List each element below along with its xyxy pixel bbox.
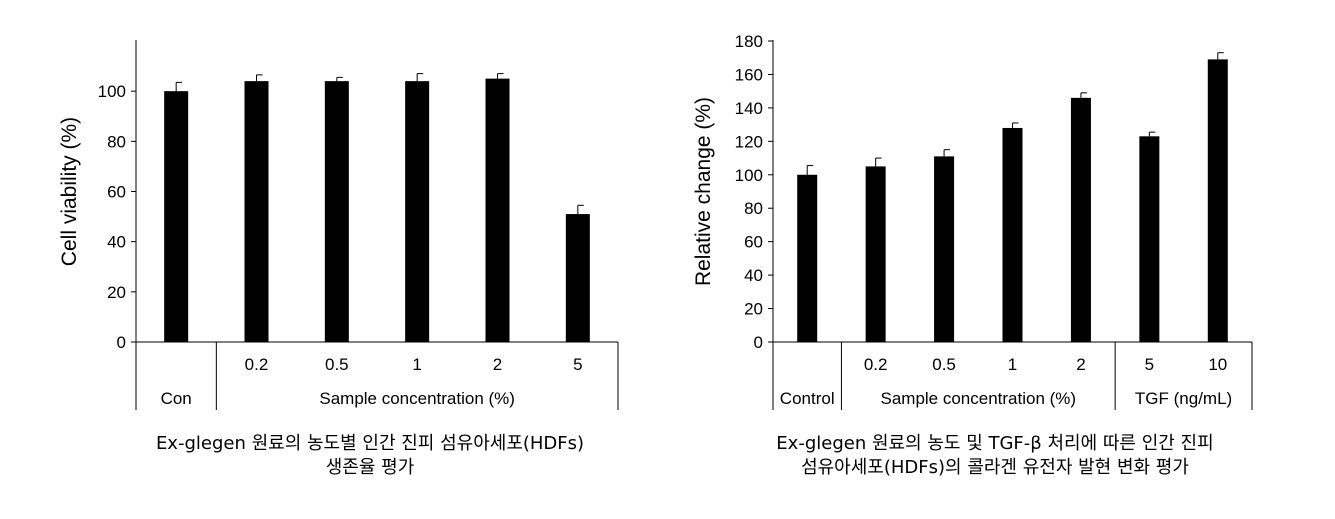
- left-y-axis-title: Cell viability (%): [58, 117, 81, 266]
- caption-left: Ex-glegen 원료의 농도별 인간 진피 섬유아세포(HDFs) 생존율 …: [70, 432, 670, 480]
- left-group-label: Con: [161, 389, 192, 408]
- right-y-tick-label: 60: [744, 233, 763, 252]
- left-y-tick-label: 20: [107, 283, 126, 302]
- left-bar-2: [324, 81, 349, 342]
- right-bar-5: [1139, 136, 1160, 342]
- caption-left-line-1: Ex-glegen 원료의 농도별 인간 진피 섬유아세포(HDFs): [155, 433, 585, 454]
- caption-right: Ex-glegen 원료의 농도 및 TGF-β 처리에 따른 인간 진피 섬유…: [690, 432, 1300, 480]
- right-y-tick-label: 40: [744, 266, 763, 285]
- right-group-label: TGF (ng/mL): [1135, 389, 1232, 408]
- right-category-label: 0.2: [864, 355, 888, 374]
- left-y-tick-label: 100: [98, 82, 126, 101]
- left-bar-4: [485, 78, 510, 342]
- right-category-label: 5: [1145, 355, 1154, 374]
- left-chart: 0 20 40 60 80 100 Cell viability (%) Con Sample …: [58, 40, 619, 410]
- right-y-tick-label: 20: [744, 300, 763, 319]
- right-y-tick-label: 80: [744, 199, 763, 218]
- left-category-label: 5: [573, 355, 582, 374]
- right-y-tick-label: 180: [735, 32, 763, 51]
- left-category-label: 0.2: [245, 355, 269, 374]
- right-category-label: 1: [1008, 355, 1017, 374]
- right-category-label: 10: [1208, 355, 1227, 374]
- right-bar-1: [865, 166, 886, 342]
- left-bar-0: [164, 91, 189, 343]
- right-category-label: 0.5: [932, 355, 956, 374]
- right-category-label: 2: [1076, 355, 1085, 374]
- left-y-tick-label: 80: [107, 132, 126, 151]
- right-y-tick-label: 120: [735, 132, 763, 151]
- left-category-label: 1: [412, 355, 421, 374]
- right-bar-0: [797, 174, 818, 342]
- right-group-label: Control: [780, 389, 835, 408]
- left-bar-5: [565, 214, 590, 342]
- left-y-tick-label: 40: [107, 233, 126, 252]
- right-y-tick-label: 0: [754, 333, 763, 352]
- right-bar-2: [934, 156, 955, 342]
- caption-right-line-1: Ex-glegen 원료의 농도 및 TGF-β 처리에 따른 인간 진피: [776, 433, 1214, 454]
- right-y-tick-label: 160: [735, 65, 763, 84]
- left-bar-3: [405, 81, 430, 342]
- right-bar-3: [1002, 127, 1023, 342]
- left-group-label: Sample concentration (%): [319, 389, 515, 408]
- right-group-label: Sample concentration (%): [880, 389, 1076, 408]
- right-bar-4: [1070, 97, 1091, 342]
- right-y-tick-label: 100: [735, 166, 763, 185]
- left-category-label: 0.5: [325, 355, 349, 374]
- caption-right-line-2: 섬유아세포(HDFs)의 콜라겐 유전자 발현 변화 평가: [801, 457, 1189, 478]
- right-chart: 0 20 40 60 80 100 120 140 160 180 Relative change …: [692, 32, 1253, 410]
- caption-left-line-2: 생존율 평가: [325, 457, 415, 478]
- right-bar-6: [1207, 59, 1228, 343]
- left-y-tick-label: 60: [107, 183, 126, 202]
- right-y-axis-title: Relative change (%): [692, 97, 715, 286]
- left-category-label: 2: [493, 355, 502, 374]
- left-bar-1: [244, 81, 269, 342]
- left-y-tick-label: 0: [117, 333, 126, 352]
- right-y-tick-label: 140: [735, 99, 763, 118]
